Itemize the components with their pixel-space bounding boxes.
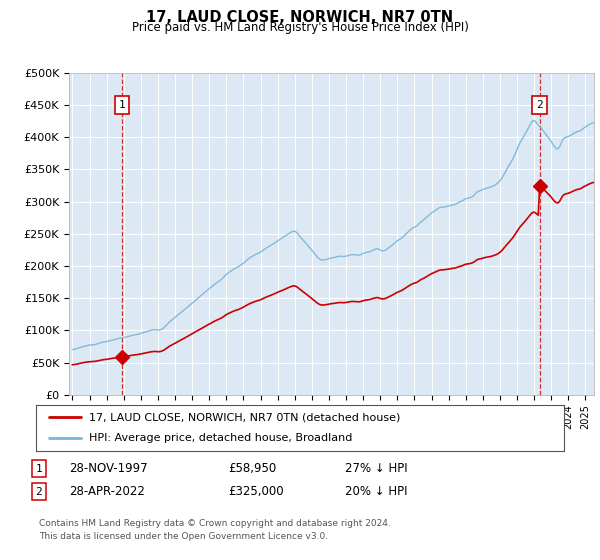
Text: 17, LAUD CLOSE, NORWICH, NR7 0TN: 17, LAUD CLOSE, NORWICH, NR7 0TN xyxy=(146,10,454,25)
Text: Price paid vs. HM Land Registry's House Price Index (HPI): Price paid vs. HM Land Registry's House … xyxy=(131,21,469,34)
Text: 1: 1 xyxy=(35,464,43,474)
Text: 1: 1 xyxy=(119,100,125,110)
Text: 17, LAUD CLOSE, NORWICH, NR7 0TN (detached house): 17, LAUD CLOSE, NORWICH, NR7 0TN (detach… xyxy=(89,412,400,422)
Text: 2: 2 xyxy=(35,487,43,497)
Text: This data is licensed under the Open Government Licence v3.0.: This data is licensed under the Open Gov… xyxy=(39,532,328,541)
Text: HPI: Average price, detached house, Broadland: HPI: Average price, detached house, Broa… xyxy=(89,433,352,444)
Text: £58,950: £58,950 xyxy=(228,462,276,475)
Text: 2: 2 xyxy=(536,100,543,110)
Text: £325,000: £325,000 xyxy=(228,485,284,498)
Text: 28-NOV-1997: 28-NOV-1997 xyxy=(69,462,148,475)
Text: 20% ↓ HPI: 20% ↓ HPI xyxy=(345,485,407,498)
Text: 27% ↓ HPI: 27% ↓ HPI xyxy=(345,462,407,475)
Text: Contains HM Land Registry data © Crown copyright and database right 2024.: Contains HM Land Registry data © Crown c… xyxy=(39,519,391,528)
Text: 28-APR-2022: 28-APR-2022 xyxy=(69,485,145,498)
